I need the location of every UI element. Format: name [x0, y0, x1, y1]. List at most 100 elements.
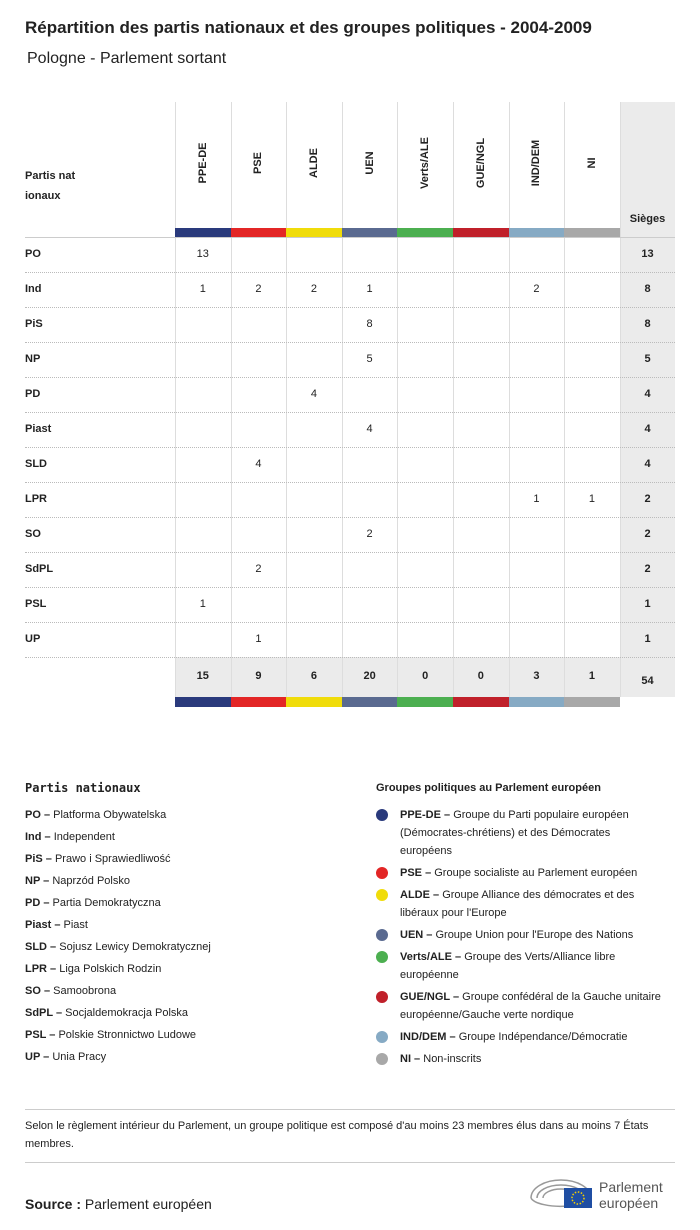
- seat-count: 2: [310, 283, 318, 295]
- group-legend-item: UEN – Groupe Union pour l'Europe des Nat…: [376, 926, 665, 944]
- row-total: 8: [644, 318, 651, 330]
- party-abbr: SLD –: [25, 941, 57, 953]
- group-abbr: Verts/ALE –: [400, 951, 462, 963]
- row-line: [25, 517, 675, 518]
- party-legend-item: PSL – Polskie Stronnictwo Ludowe: [25, 1024, 211, 1046]
- column-total: 15: [196, 670, 209, 682]
- row-total: 4: [644, 458, 651, 470]
- parties-legend-title: Partis nationaux: [25, 781, 141, 795]
- row-line: [25, 272, 675, 273]
- column-total: 0: [477, 670, 484, 682]
- total-column-bg: [620, 102, 675, 697]
- party-name: Sojusz Lewicy Demokratycznej: [59, 941, 211, 953]
- seat-count: 4: [366, 423, 373, 435]
- group-dot: [376, 889, 388, 901]
- column-header: GUE/NGL: [474, 137, 487, 189]
- row-total: 1: [644, 633, 651, 645]
- party-abbr: Piast –: [25, 919, 61, 931]
- row-total: 8: [644, 283, 651, 295]
- source: Source : Parlement européen: [25, 1196, 212, 1212]
- separator: [25, 1109, 675, 1110]
- row-line: [25, 622, 675, 623]
- row-line: [25, 412, 675, 413]
- seat-count: 4: [255, 458, 262, 470]
- party-abbr: PD –: [25, 897, 50, 909]
- seat-count: 2: [533, 283, 540, 295]
- group-abbr: NI –: [400, 1053, 421, 1065]
- group-name: Groupe du Parti populaire européen (Démo…: [400, 809, 629, 857]
- party-label: Piast: [25, 423, 52, 435]
- party-name: Samoobrona: [53, 985, 117, 997]
- seat-count: 1: [255, 633, 262, 645]
- seat-count: 5: [366, 353, 373, 365]
- party-legend-item: PO – Platforma Obywatelska: [25, 804, 211, 826]
- color-bar: [453, 697, 509, 707]
- party-legend-item: UP – Unia Pracy: [25, 1046, 211, 1068]
- color-bar: [397, 697, 453, 707]
- row-line: [25, 377, 675, 378]
- row-total: 2: [644, 528, 651, 540]
- party-label: SdPL: [25, 563, 54, 575]
- column-line: [508, 102, 510, 697]
- row-line: [25, 447, 675, 448]
- party-legend-item: SO – Samoobrona: [25, 980, 211, 1002]
- seat-count: 8: [366, 318, 373, 330]
- group-dot: [376, 1031, 388, 1043]
- color-bar: [453, 228, 509, 237]
- group-abbr: UEN –: [400, 929, 433, 941]
- source-label: Source :: [25, 1196, 82, 1212]
- grand-total: 54: [641, 675, 654, 687]
- groups-legend: PPE-DE – Groupe du Parti populaire europ…: [376, 806, 665, 1072]
- seat-count: 4: [310, 388, 318, 400]
- note: Selon le règlement intérieur du Parlemen…: [25, 1120, 649, 1150]
- group-name: Groupe Alliance des démocrates et des li…: [400, 889, 635, 919]
- group-abbr: GUE/NGL –: [400, 991, 460, 1003]
- row-line: [25, 482, 675, 483]
- color-bar: [341, 228, 398, 237]
- total-header: Sièges: [629, 213, 666, 225]
- group-abbr: PSE –: [400, 867, 432, 879]
- column-line: [453, 102, 454, 697]
- column-header: PPE-DE: [196, 142, 209, 184]
- column-header: UEN: [363, 151, 376, 175]
- party-abbr: UP –: [25, 1051, 50, 1063]
- party-name: Prawo i Sprawiedliwość: [54, 853, 171, 865]
- seat-count: 2: [255, 563, 262, 575]
- column-header: NI: [586, 157, 598, 169]
- row-total: 2: [644, 563, 651, 575]
- seat-count: 1: [533, 493, 540, 505]
- seat-count: 1: [199, 598, 206, 610]
- party-legend-item: Piast – Piast: [25, 914, 211, 936]
- party-abbr: NP –: [25, 875, 50, 887]
- party-label: Ind: [25, 283, 42, 295]
- parties-legend: PO – Platforma Obywatelska Ind – Independ…: [25, 804, 211, 1068]
- party-label: PSL: [25, 598, 47, 610]
- column-line: [341, 102, 343, 697]
- party-label: PO: [25, 248, 41, 260]
- logo-icon: [530, 1179, 592, 1208]
- seat-count: 2: [255, 283, 262, 295]
- party-legend-item: NP – Naprzód Polsko: [25, 870, 211, 892]
- group-dot: [376, 809, 388, 821]
- separator: [25, 1162, 675, 1163]
- column-header: IND/DEM: [530, 139, 543, 187]
- party-legend-item: SLD – Sojusz Lewicy Demokratycznej: [25, 936, 211, 958]
- party-legend-item: PiS – Prawo i Sprawiedliwość: [25, 848, 211, 870]
- column-total: 6: [310, 670, 318, 682]
- party-legend-item: LPR – Liga Polskich Rodzin: [25, 958, 211, 980]
- color-bar: [397, 228, 453, 237]
- party-abbr: PO –: [25, 809, 51, 821]
- party-legend-item: Ind – Independent: [25, 826, 211, 848]
- group-legend-item: ALDE – Groupe Alliance des démocrates et…: [376, 886, 665, 922]
- column-line: [397, 102, 399, 697]
- logo-text: Parlement européen: [599, 1179, 663, 1211]
- group-name: Non-inscrits: [423, 1053, 482, 1065]
- seat-count: 1: [588, 493, 596, 505]
- party-abbr: PiS –: [25, 853, 52, 865]
- group-abbr: ALDE –: [400, 889, 440, 901]
- row-header: Partis nationaux: [25, 170, 76, 202]
- party-name: Platforma Obywatelska: [53, 809, 167, 821]
- subtitle: Pologne - Parlement sortant: [27, 50, 227, 67]
- color-bar: [508, 697, 565, 707]
- logo-line: européen: [599, 1195, 659, 1211]
